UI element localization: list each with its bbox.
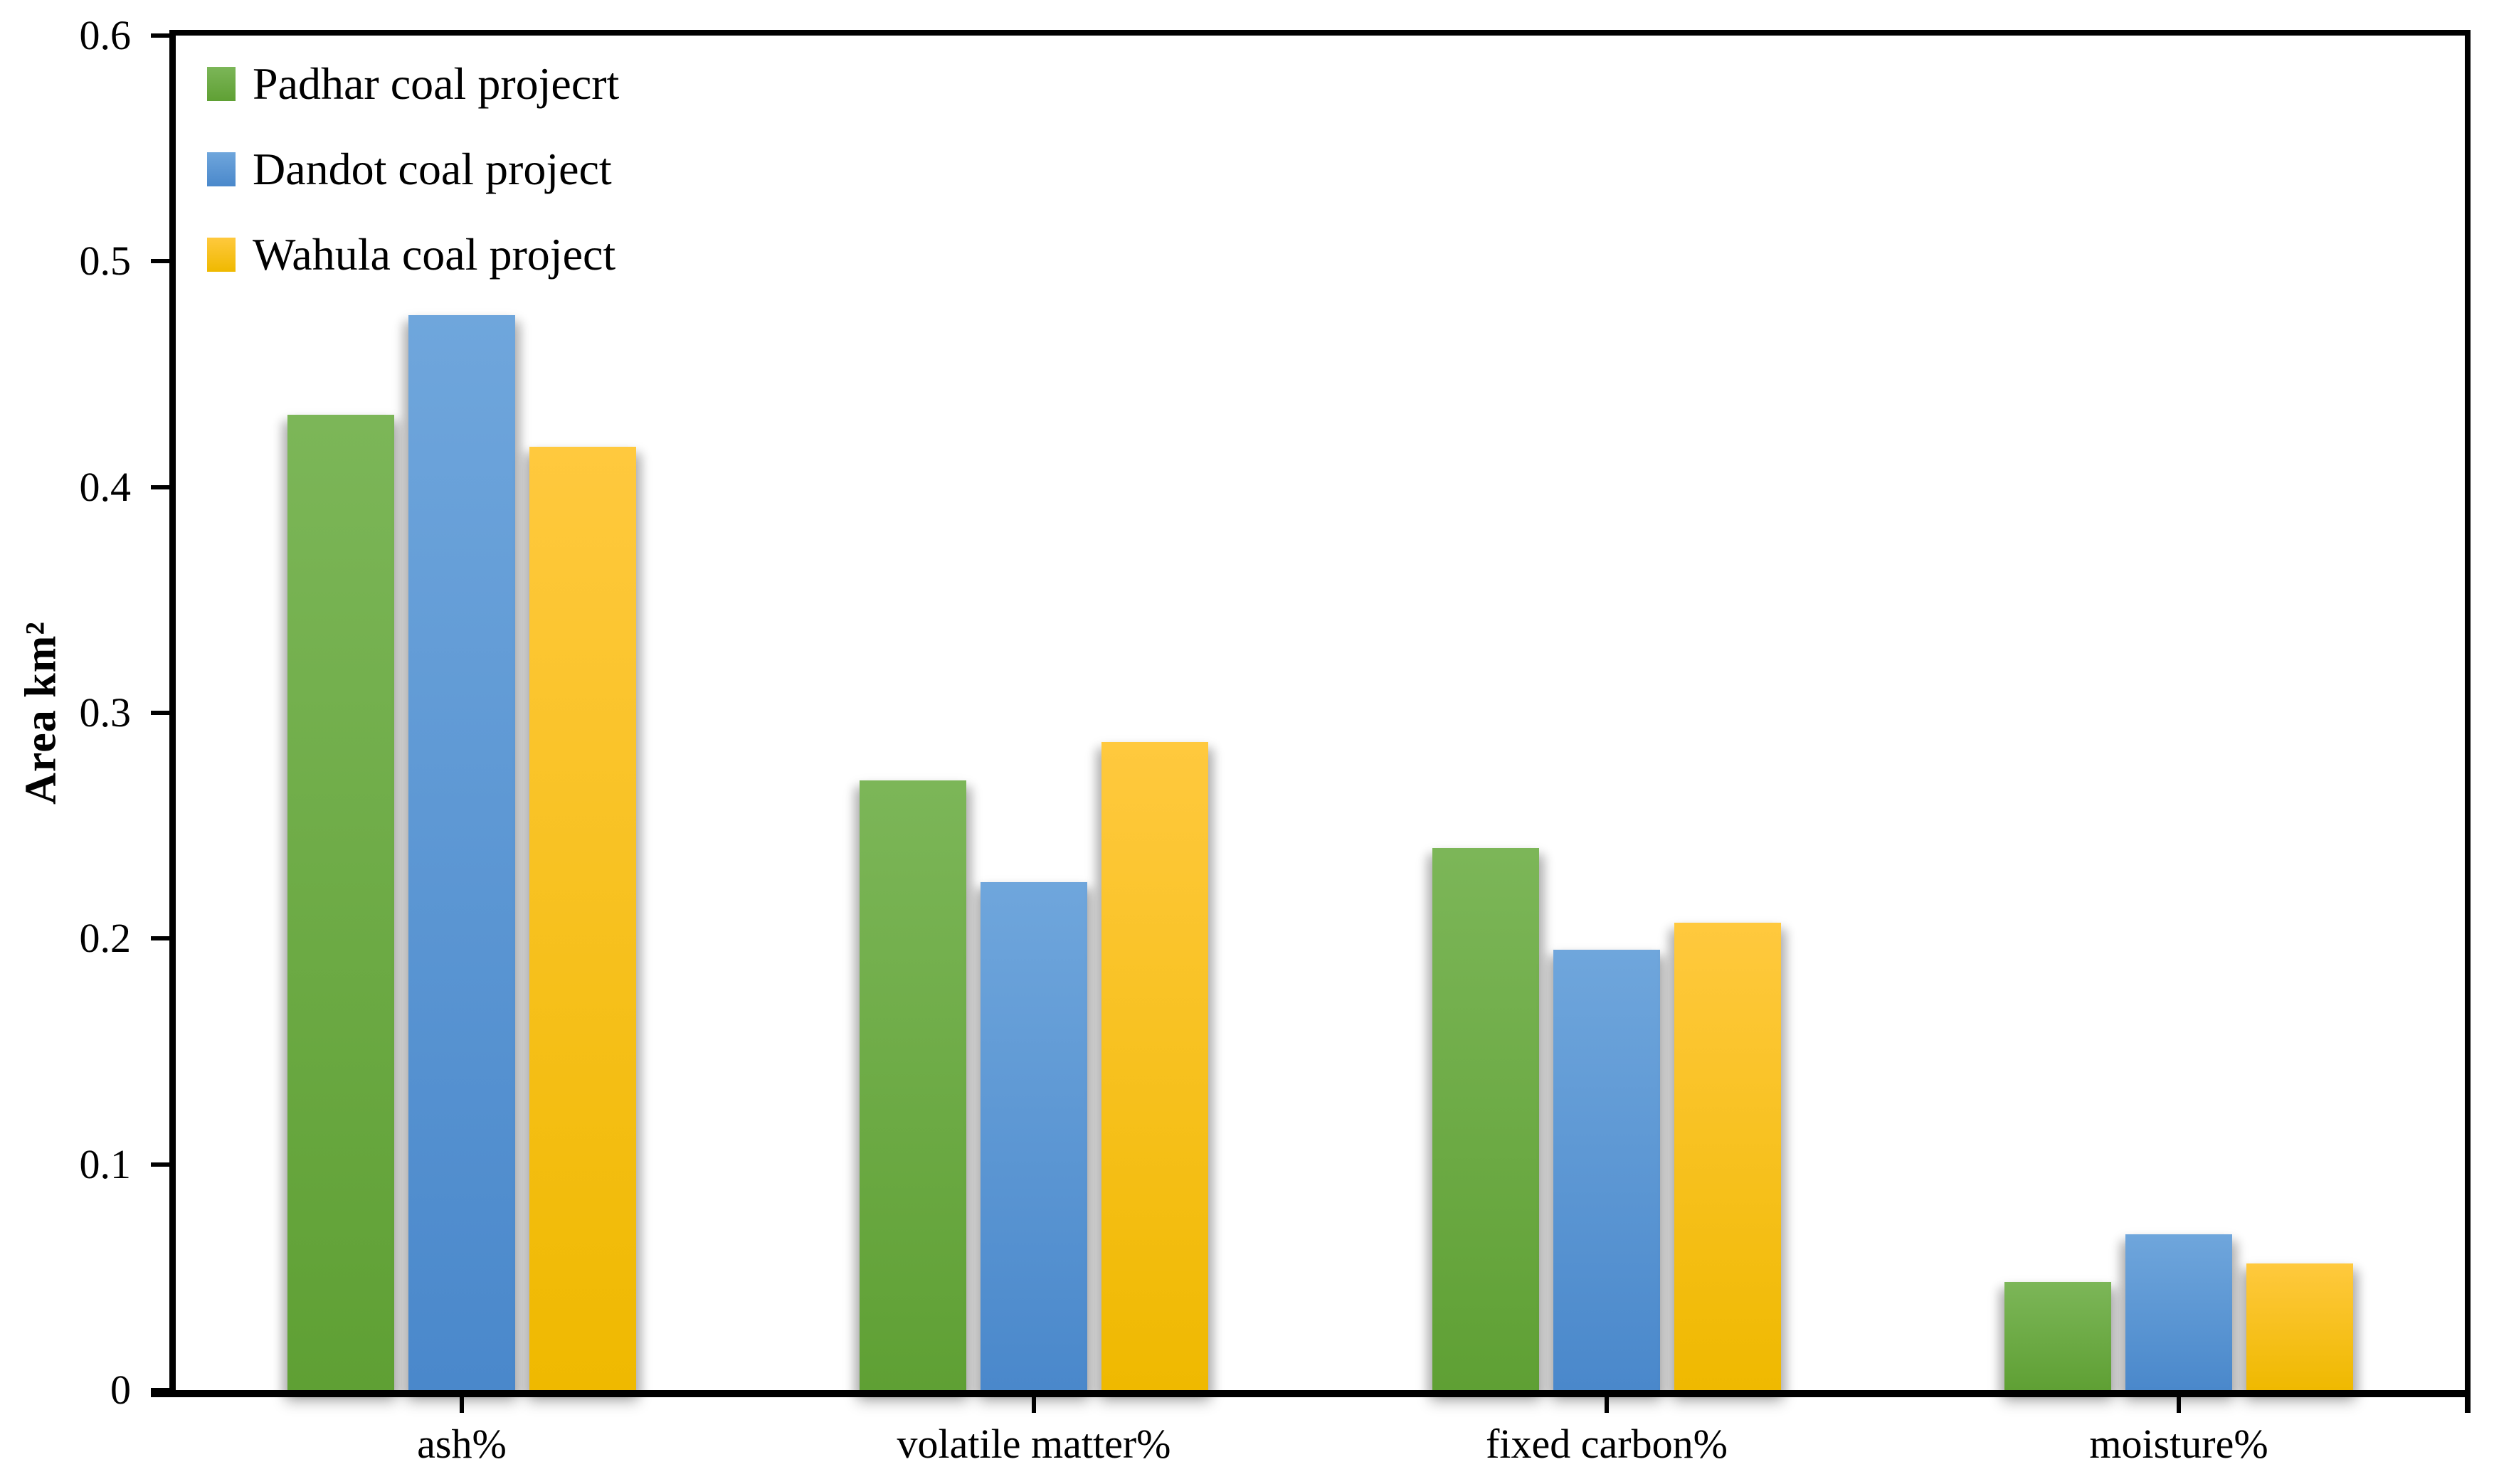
bar-series1-ash [287,415,394,1390]
legend-label: Dandot coal project [253,144,612,194]
y-axis-tick [151,936,171,941]
x-axis-tick [1032,1397,1036,1413]
x-axis-left-extension [151,1390,172,1397]
x-axis-tick [2177,1397,2181,1413]
legend-label: Padhar coal projecrt [253,58,620,109]
bar-series1-fixed-carbon [1432,848,1539,1390]
y-axis-tick-label: 0.2 [79,915,132,962]
y-axis-tick [151,33,171,38]
bar-series3-volatile-matter [1101,742,1208,1390]
bar-series3-moisture [2246,1263,2353,1390]
y-axis-tick [151,484,171,489]
x-axis-end-tick [2465,1397,2471,1413]
legend-item: Dandot coal project [207,144,612,194]
y-axis-tick-label: 0.5 [79,238,132,285]
x-axis-tick [1605,1397,1609,1413]
bar-series2-volatile-matter [981,882,1087,1390]
legend-item: Padhar coal projecrt [207,58,619,109]
bar-series2-fixed-carbon [1553,950,1660,1390]
bar-series2-ash [408,315,515,1390]
y-axis-tick-label: 0.6 [79,12,132,58]
y-axis-tick-label: 0.1 [79,1140,132,1187]
bar-series3-fixed-carbon [1674,923,1781,1390]
y-axis-tick-label: 0 [110,1367,131,1413]
legend-swatch [207,152,236,186]
y-axis-tick-label: 0.4 [79,463,132,510]
x-axis-tick [460,1397,464,1413]
y-axis-tick [151,259,171,264]
bar-series1-moisture [2004,1282,2111,1390]
bar-series2-moisture [2125,1234,2232,1390]
legend-swatch [207,238,236,272]
legend-label: Wahula coal project [253,229,616,280]
y-axis-tick [151,1162,171,1167]
bar-series3-ash [529,447,636,1390]
x-axis-category-label: fixed carbon% [1486,1421,1728,1467]
x-axis-category-label: ash% [417,1421,507,1467]
y-axis-tick-label: 0.3 [79,689,132,736]
x-axis-category-label: volatile matter% [897,1421,1171,1467]
x-axis-category-label: moisture% [2089,1421,2268,1467]
y-axis-tick [151,711,171,715]
bar-series1-volatile-matter [860,780,966,1390]
legend-swatch [207,67,236,101]
legend-item: Wahula coal project [207,229,615,280]
y-axis-title: Area km² [16,621,65,805]
